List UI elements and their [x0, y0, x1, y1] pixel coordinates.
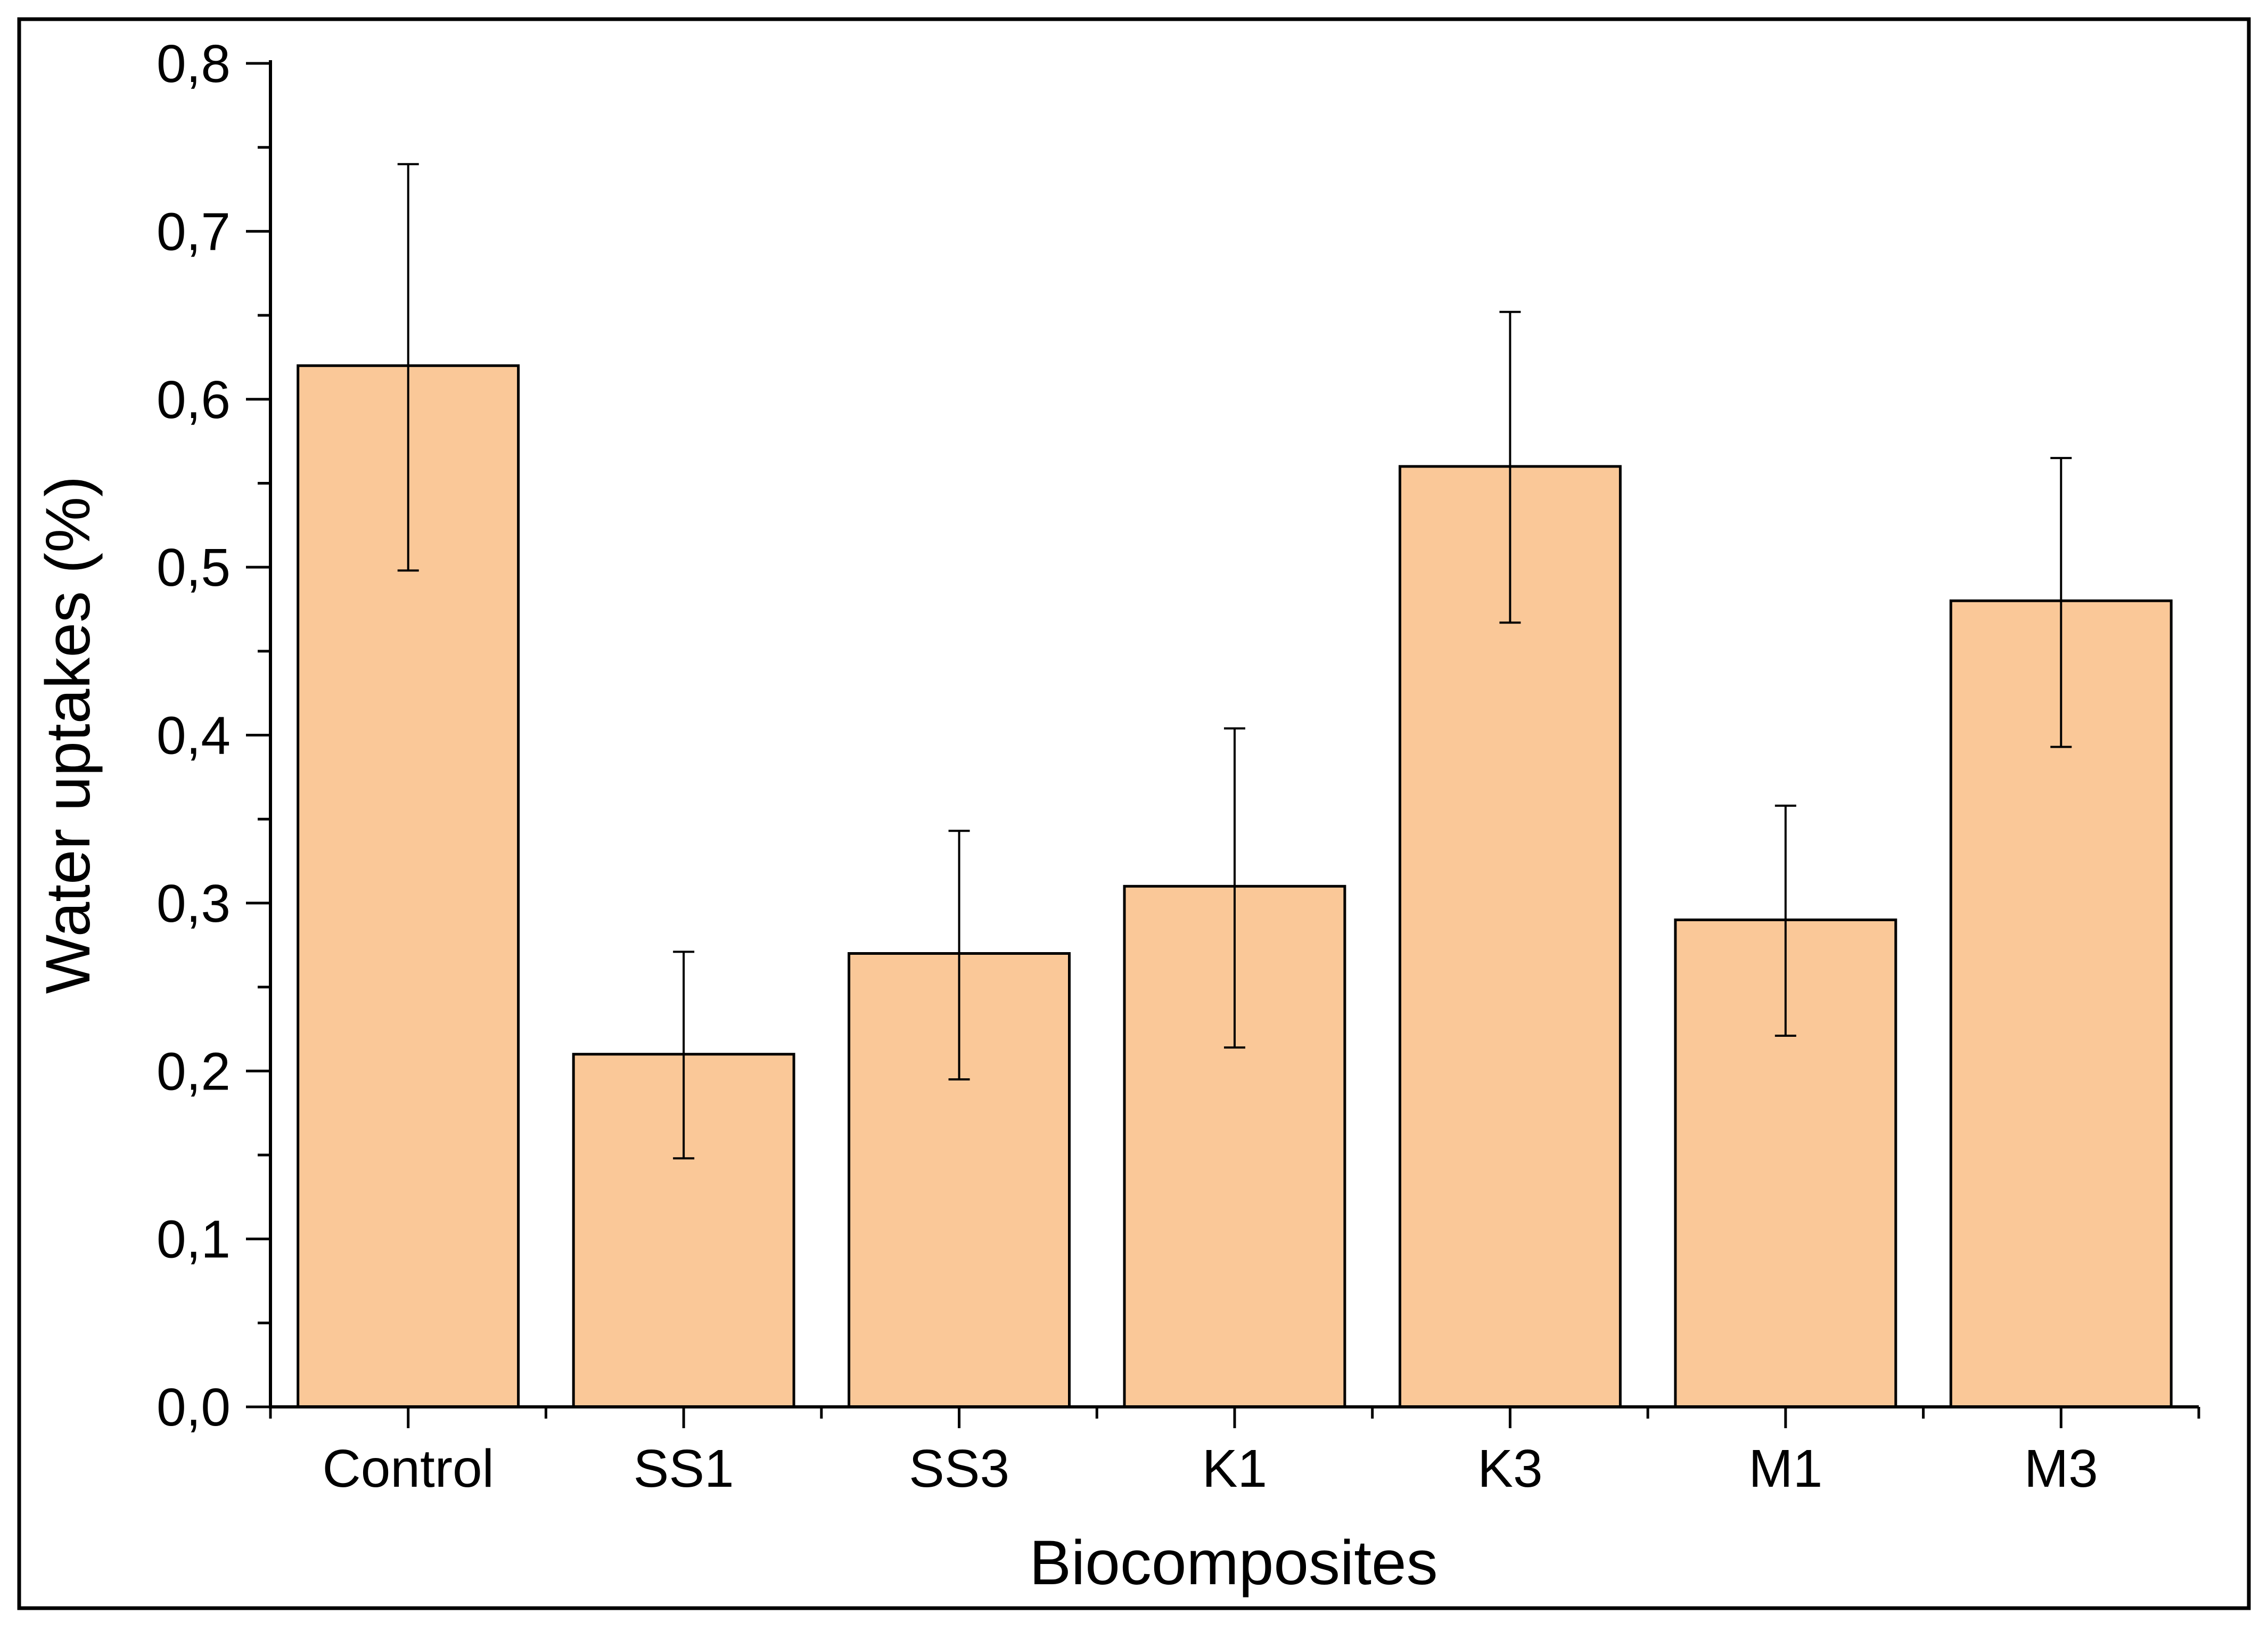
error-bar-ss1	[673, 951, 695, 1160]
error-bar-m1	[1774, 804, 1796, 1037]
x-tick-label-m1: M1	[1748, 1439, 1822, 1498]
error-bar-m3	[2050, 457, 2072, 748]
tick-labels-layer: Control SS1 SS3 K1 K3 M1 M3 0,0 0,1 0,2 0,3 0,4 0,5 0…	[157, 34, 2098, 1498]
x-tick-label-k1: K1	[1202, 1439, 1267, 1498]
x-axis-title: Biocomposites	[1029, 1528, 1437, 1598]
x-tick-label-m3: M3	[2024, 1439, 2098, 1498]
y-tick-label: 0,7	[157, 202, 231, 261]
x-tick-label-k3: K3	[1477, 1439, 1542, 1498]
x-tick-label-control: Control	[323, 1439, 494, 1498]
x-tick-label-ss1: SS1	[634, 1439, 734, 1498]
y-tick-label: 0,4	[157, 706, 231, 766]
y-tick-label: 0,5	[157, 538, 231, 597]
error-bars-layer	[397, 163, 2072, 1160]
error-bar-k3	[1499, 310, 1521, 624]
y-tick-label: 0,2	[157, 1042, 231, 1101]
axes-layer	[246, 60, 2200, 1428]
y-tick-label: 0,6	[157, 370, 231, 430]
error-bar-k1	[1224, 727, 1245, 1049]
y-tick-label: 0,8	[157, 34, 231, 94]
x-tick-label-ss3: SS3	[909, 1439, 1009, 1498]
y-axis-title: Water uptakes (%)	[33, 476, 103, 994]
y-tick-label: 0,3	[157, 874, 231, 933]
error-bar-ss3	[948, 830, 970, 1081]
y-tick-label: 0,1	[157, 1210, 231, 1269]
error-bar-control	[397, 163, 419, 572]
y-tick-label: 0,0	[157, 1378, 231, 1437]
